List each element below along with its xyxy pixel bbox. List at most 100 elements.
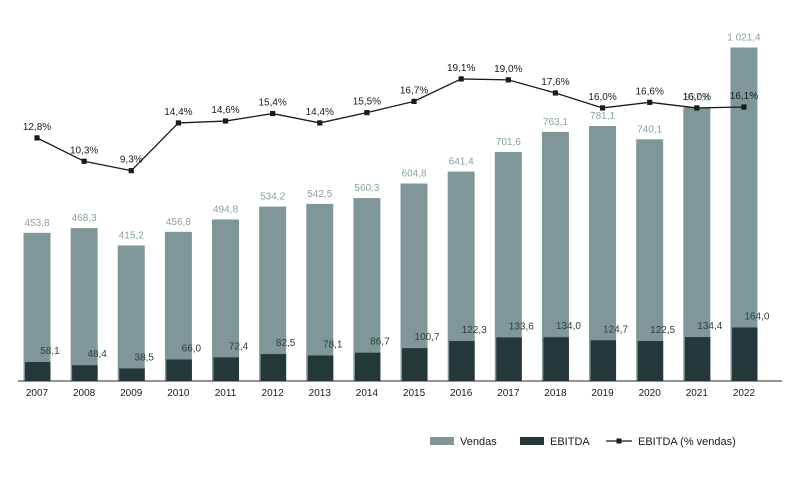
ebitda-pct-data-label: 14,6% — [211, 105, 239, 116]
ebitda-bar — [119, 368, 145, 381]
ebitda-pct-marker — [81, 158, 87, 164]
vendas-bar — [730, 47, 758, 381]
ebitda-pct-data-label: 16,7% — [400, 85, 428, 96]
ebitda-data-label: 66,0 — [182, 343, 202, 354]
x-tick-label: 2011 — [215, 388, 237, 399]
vendas-data-label: 453,8 — [24, 218, 49, 229]
x-tick-label: 2009 — [120, 388, 143, 399]
legend-swatch-ebitda — [520, 437, 544, 445]
ebitda-pct-data-label: 9,3% — [120, 155, 143, 166]
vendas-data-label: 415,2 — [119, 230, 144, 241]
ebitda-data-label: 82,5 — [276, 338, 296, 349]
vendas-data-label: 542,5 — [307, 189, 332, 200]
vendas-bar — [23, 232, 51, 381]
x-tick-label: 2018 — [544, 388, 567, 399]
legend-label-vendas: Vendas — [460, 436, 497, 448]
vendas-data-label: 456,8 — [166, 217, 191, 228]
vendas-bar — [683, 107, 711, 381]
ebitda-bar — [72, 365, 98, 381]
vendas-data-label: 641,4 — [449, 157, 474, 168]
ebitda-pct-data-label: 19,1% — [447, 63, 475, 74]
ebitda-pct-marker — [34, 135, 40, 141]
vendas-bar — [164, 231, 192, 381]
x-tick-label: 2019 — [591, 388, 614, 399]
ebitda-pct-data-label: 10,3% — [70, 145, 98, 156]
vendas-bar — [636, 139, 664, 381]
ebitda-data-label: 133,6 — [509, 321, 534, 332]
ebitda-pct-data-label: 15,4% — [258, 98, 286, 109]
ebitda-bar — [731, 327, 758, 381]
x-tick-label: 2022 — [733, 388, 756, 399]
ebitda-bar — [354, 352, 381, 381]
vendas-data-label: 837,8 — [684, 92, 709, 103]
x-tick-label: 2015 — [403, 388, 426, 399]
vendas-data-label: 763,1 — [543, 117, 568, 128]
vendas-data-label: 701,6 — [496, 137, 521, 148]
ebitda-data-label: 122,3 — [462, 325, 487, 336]
x-tick-label: 2010 — [167, 388, 190, 399]
vendas-bar — [306, 203, 334, 381]
x-tick-label: 2021 — [686, 388, 709, 399]
ebitda-pct-data-label: 19,0% — [494, 64, 522, 75]
ebitda-pct-marker — [599, 105, 606, 111]
vendas-data-label: 740,1 — [637, 124, 662, 135]
ebitda-pct-data-label: 16,0% — [683, 92, 711, 103]
x-tick-label: 2008 — [73, 388, 96, 399]
vendas-data-label: 534,2 — [260, 192, 285, 203]
ebitda-pct-marker — [552, 90, 559, 96]
x-tick-label: 2016 — [450, 388, 473, 399]
vendas-data-label: 494,8 — [213, 204, 238, 215]
ebitda-data-label: 78,1 — [323, 340, 343, 351]
ebitda-data-label: 86,7 — [370, 337, 390, 348]
x-tick-label: 2007 — [26, 388, 49, 399]
ebitda-bar — [213, 357, 240, 381]
ebitda-bar — [166, 359, 192, 381]
vendas-data-label: 604,8 — [402, 169, 427, 180]
ebitda-series: 58,1 48,4 38,5 66,0 72,4 82,5 78,1 86,7 100,7 122… — [25, 311, 770, 381]
ebitda-bar — [637, 341, 664, 381]
x-tick-label: 2017 — [497, 388, 520, 399]
vendas-bar — [353, 198, 381, 381]
ebitda-data-label: 164,0 — [744, 311, 769, 322]
ebitda-bar — [449, 341, 475, 381]
ebitda-pct-data-label: 15,5% — [353, 97, 381, 108]
ebitda-pct-data-label: 17,6% — [541, 77, 569, 88]
ebitda-pct-line — [36, 78, 744, 172]
ebitda-pct-marker — [694, 105, 700, 111]
vendas-bar — [589, 125, 617, 381]
ebitda-pct-data-label: 16,1% — [730, 91, 758, 102]
ebitda-pct-marker — [741, 104, 747, 110]
ebitda-pct-data-label: 16,6% — [636, 86, 664, 97]
ebitda-pct-series: 12,8% 10,3% 9,3% 14,4% 14,6% 15,4% 14,4% 15,5% 1… — [23, 63, 758, 174]
ebitda-data-label: 58,1 — [40, 346, 60, 357]
vendas-data-label: 560,3 — [354, 183, 379, 194]
ebitda-bar — [543, 337, 569, 381]
ebitda-pct-marker — [364, 110, 370, 116]
ebitda-pct-marker — [222, 118, 229, 124]
ebitda-data-label: 48,4 — [87, 349, 107, 360]
ebitda-pct-marker — [317, 120, 323, 126]
x-tick-label: 2020 — [639, 388, 662, 399]
legend-marker-pct — [616, 438, 622, 444]
ebitda-bar — [590, 340, 617, 381]
vendas-bar — [70, 228, 98, 381]
x-tick-label: 2013 — [309, 388, 332, 399]
ebitda-bar — [25, 362, 51, 381]
ebitda-pct-data-label: 14,4% — [164, 107, 192, 118]
vendas-bar — [400, 183, 428, 381]
legend-label-pct: EBITDA (% vendas) — [638, 436, 736, 448]
ebitda-bar — [402, 348, 428, 381]
legend-label-ebitda: EBITDA — [550, 436, 590, 448]
ebitda-pct-marker — [647, 99, 653, 105]
ebitda-data-label: 100,7 — [415, 332, 440, 343]
ebitda-pct-marker — [411, 98, 417, 104]
vendas-data-label: 468,3 — [72, 213, 97, 224]
ebitda-bar — [260, 354, 287, 381]
ebitda-data-label: 38,5 — [135, 352, 155, 363]
ebitda-bar — [307, 355, 334, 381]
ebitda-pct-data-label: 16,0% — [588, 92, 616, 103]
ebitda-data-label: 122,5 — [650, 325, 675, 336]
ebitda-pct-marker — [175, 120, 181, 126]
vendas-bar — [259, 206, 287, 381]
